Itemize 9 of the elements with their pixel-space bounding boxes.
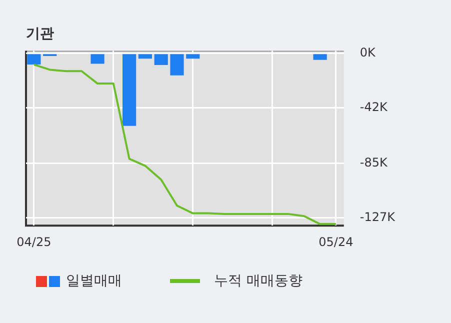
legend-label: 누적 매매동향	[214, 272, 302, 290]
legend-label: 일별매매	[66, 272, 122, 290]
y-tick-label: 0K	[360, 46, 377, 60]
chart-title: 기관	[26, 26, 54, 42]
y-tick-label: -85K	[360, 156, 388, 170]
y-tick-label: -127K	[360, 210, 396, 224]
x-tick-label: 04/25	[16, 234, 52, 249]
y-tick-label: -42K	[360, 100, 388, 114]
x-tick-label: 05/24	[318, 234, 354, 249]
